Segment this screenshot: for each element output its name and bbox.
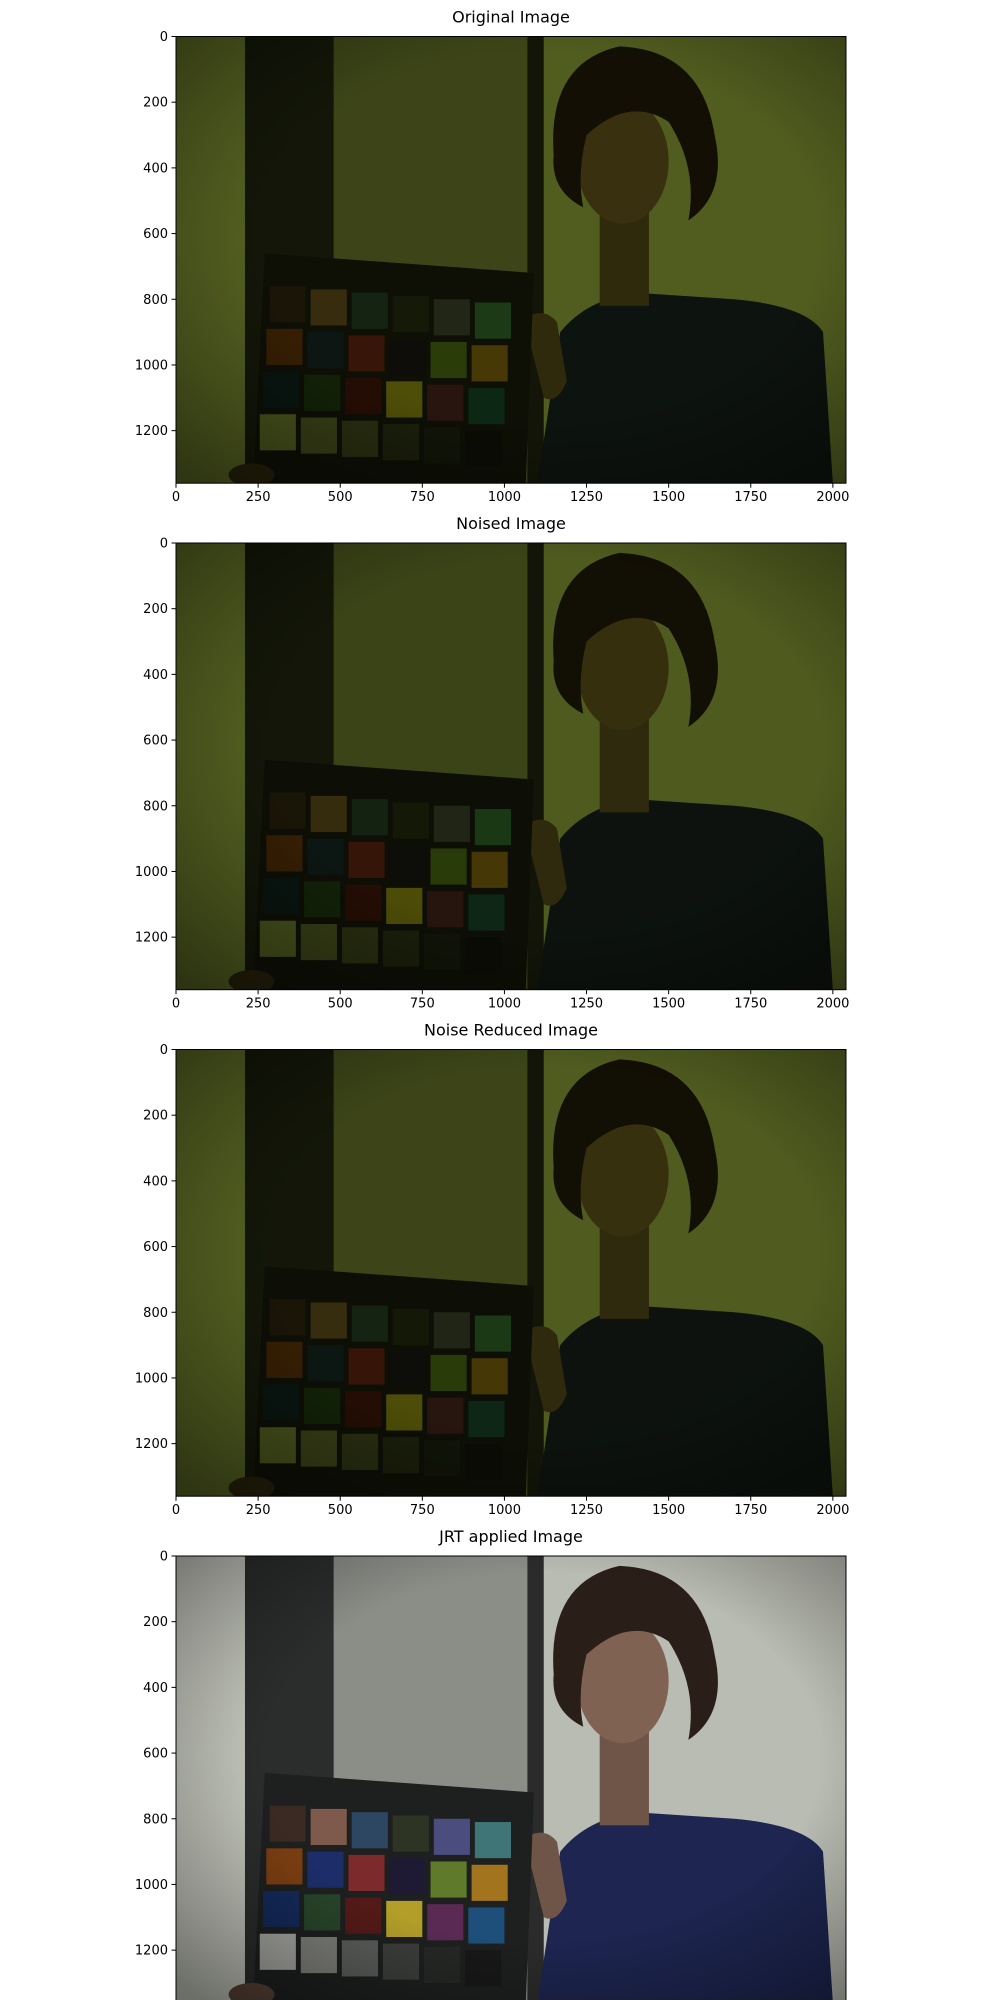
x-tick-label: 1750	[734, 997, 767, 1012]
y-tick-label: 1000	[135, 865, 168, 880]
x-tick-label: 500	[328, 997, 353, 1012]
x-tick-label: 1250	[570, 490, 603, 505]
image	[176, 36, 846, 484]
y-tick-label: 400	[143, 1681, 168, 1696]
axes-frame	[175, 542, 847, 991]
x-tick-label: 0	[172, 1503, 180, 1518]
x-tick-label: 750	[410, 490, 435, 505]
x-tick-label: 250	[246, 997, 271, 1012]
y-tick-label: 1000	[135, 1371, 168, 1386]
x-tick-label: 2000	[816, 1503, 849, 1518]
y-tick-label: 800	[143, 1306, 168, 1321]
y-tick-label: 0	[160, 30, 168, 45]
x-tick-label: 1000	[488, 997, 521, 1012]
y-tick-label: 600	[143, 1240, 168, 1255]
subplot-title: Original Image	[452, 8, 570, 27]
y-tick-label: 200	[143, 602, 168, 617]
x-tick-label: 1750	[734, 490, 767, 505]
x-tick-label: 2000	[816, 997, 849, 1012]
x-tick-label: 0	[172, 490, 180, 505]
subplot: Original Image 0 250 500 750 1000 1250 1500 1750…	[135, 8, 850, 506]
subplot-title: JRT applied Image	[438, 1527, 583, 1546]
y-tick-label: 0	[160, 1550, 168, 1565]
image	[176, 1049, 846, 1497]
x-tick-label: 1750	[734, 1503, 767, 1518]
y-tick-label: 800	[143, 293, 168, 308]
y-tick-label: 600	[143, 227, 168, 242]
y-tick-label: 1000	[135, 358, 168, 373]
y-tick-label: 0	[160, 537, 168, 552]
y-tick-label: 400	[143, 668, 168, 683]
subplot: Noised Image 0 250 500 750 1000 1250 1500 1750 20…	[135, 514, 850, 1012]
y-tick-label: 1000	[135, 1878, 168, 1893]
x-tick-label: 500	[328, 490, 353, 505]
axes-frame	[175, 36, 847, 484]
y-tick-label: 1200	[135, 931, 168, 946]
x-tick-label: 1000	[488, 490, 521, 505]
image	[176, 543, 846, 990]
x-tick-label: 250	[246, 490, 271, 505]
x-tick-label: 500	[328, 1503, 353, 1518]
subplot: JRT applied Image02505007501000125015001…	[135, 1527, 847, 2004]
y-tick-label: 600	[143, 1747, 168, 1762]
x-tick-label: 1500	[652, 997, 685, 1012]
x-tick-label: 1000	[488, 1503, 521, 1518]
image	[176, 1556, 846, 2003]
y-tick-label: 1200	[135, 1437, 168, 1452]
subplot-title: Noise Reduced Image	[424, 1021, 598, 1040]
x-tick-label: 1500	[652, 490, 685, 505]
subplot-title: Noised Image	[456, 514, 566, 533]
x-tick-label: 750	[410, 1503, 435, 1518]
subplot: Noise Reduced Image 0 250 500 750 1000 1250 150…	[135, 1021, 850, 1519]
y-tick-label: 800	[143, 799, 168, 814]
x-tick-label: 2000	[816, 490, 849, 505]
axes-frame	[175, 1049, 847, 1497]
y-tick-label: 600	[143, 734, 168, 749]
y-tick-label: 200	[143, 1109, 168, 1124]
y-tick-label: 1200	[135, 424, 168, 439]
x-tick-label: 750	[410, 997, 435, 1012]
x-tick-label: 250	[246, 1503, 271, 1518]
x-tick-label: 1250	[570, 1503, 603, 1518]
y-tick-label: 200	[143, 96, 168, 111]
y-tick-label: 400	[143, 161, 168, 176]
y-tick-label: 0	[160, 1043, 168, 1058]
x-tick-label: 1500	[652, 1503, 685, 1518]
y-tick-label: 800	[143, 1812, 168, 1827]
x-tick-label: 0	[172, 997, 180, 1012]
y-tick-label: 1200	[135, 1944, 168, 1959]
y-tick-label: 200	[143, 1615, 168, 1630]
x-tick-label: 1250	[570, 997, 603, 1012]
y-tick-label: 400	[143, 1174, 168, 1189]
